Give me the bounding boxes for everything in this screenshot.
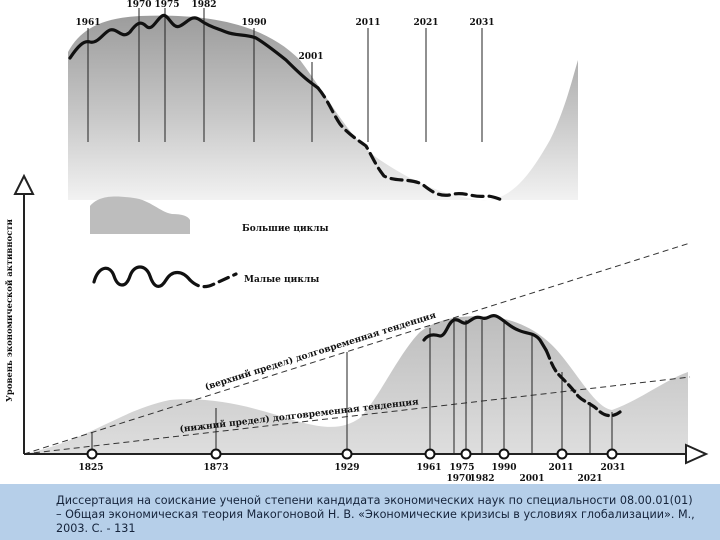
year-marker [498,448,510,460]
top-year-label: 1975 [154,0,179,10]
x-axis-arrow [685,443,709,465]
top-year-lines [87,8,483,142]
bottom-year-label: 2011 [548,463,573,473]
year-marker [210,448,222,460]
legend-small-cycle-swatch [92,265,192,288]
legend-small-cycle-dashed [188,272,238,289]
legend: Большие циклы Малые циклы [90,196,329,289]
bottom-big-cycle-area [24,316,688,454]
top-small-cycles-dashed [316,86,506,202]
top-year-label: 1961 [75,18,100,28]
top-small-cycles-solid [68,13,320,90]
upper-trend-line [23,242,691,455]
economic-cycles-diagram: 1961 1970 1975 1982 1990 2001 2011 2021 … [4,0,709,484]
top-year-label: 2001 [298,52,323,62]
legend-big-cycle-swatch [90,196,190,234]
bottom-year-label: 1929 [334,463,359,473]
year-marker [556,448,568,460]
year-marker [341,448,353,460]
y-axis-label: Уровень экономической активности [4,218,15,402]
year-marker [606,448,618,460]
top-year-label: 2021 [413,18,438,28]
top-year-labels: 1961 1970 1975 1982 1990 2001 2011 2021 … [75,0,494,62]
top-year-label: 2011 [355,18,380,28]
bottom-year-labels: 1825 1873 1929 1961 1975 1990 2001 2011 … [78,463,625,484]
year-marker [86,448,98,460]
bottom-year-label: 1990 [491,463,516,473]
bottom-year-label-lower: 1970 [446,474,471,484]
bottom-year-label: 1961 [416,463,441,473]
bottom-year-label: 2021 [577,474,602,484]
bottom-year-label: 2001 [519,474,544,484]
y-axis-arrow [13,173,35,195]
bottom-small-cycles-solid [422,313,548,352]
bottom-year-label: 1975 [449,463,474,473]
top-year-label: 1990 [241,18,266,28]
top-year-label: 1970 [126,0,151,10]
bottom-small-cycles-dashed [544,348,622,418]
bottom-year-markers [86,448,618,460]
top-year-label: 1982 [191,0,216,10]
lower-trend-line [23,376,691,455]
source-caption: Диссертация на соискание ученой степени … [56,494,695,535]
bottom-year-label: 1825 [78,463,103,473]
legend-big-cycles-label: Большие циклы [242,224,329,234]
bottom-year-label: 2031 [600,463,625,473]
legend-small-cycles-label: Малые циклы [244,275,319,285]
bottom-year-label: 1873 [203,463,228,473]
year-marker [424,448,436,460]
year-marker [460,448,472,460]
top-cycle-chart: 1961 1970 1975 1982 1990 2001 2011 2021 … [68,0,578,202]
caption-footer: Диссертация на соискание ученой степени … [0,484,720,540]
bottom-year-label-lower: 1982 [469,474,494,484]
top-year-label: 2031 [469,18,494,28]
top-big-cycle-area [68,15,578,201]
